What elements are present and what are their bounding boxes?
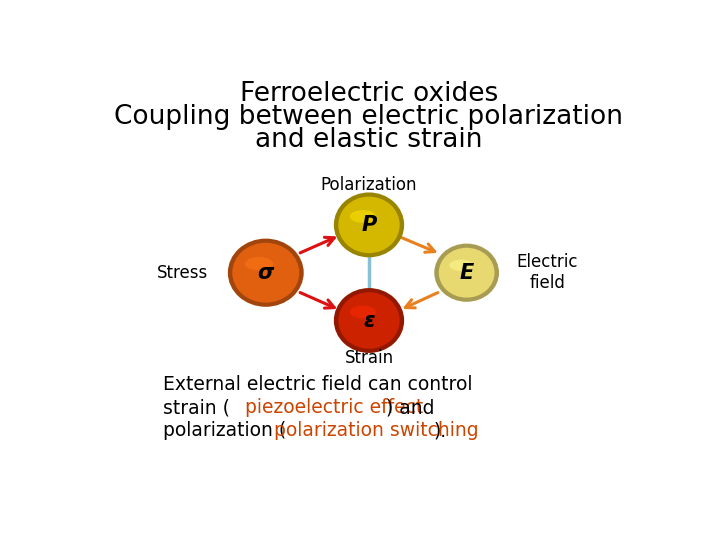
Text: ) and: ) and	[387, 399, 435, 417]
Text: polarization switching: polarization switching	[274, 421, 479, 440]
Ellipse shape	[334, 288, 404, 353]
Text: strain (: strain (	[163, 399, 230, 417]
Text: piezoelectric effect: piezoelectric effect	[245, 399, 423, 417]
Ellipse shape	[228, 239, 304, 307]
Ellipse shape	[449, 260, 473, 271]
Ellipse shape	[350, 306, 376, 319]
Text: Electric
field: Electric field	[517, 253, 578, 292]
Text: σ: σ	[258, 262, 274, 283]
Ellipse shape	[438, 248, 495, 298]
Text: ε: ε	[363, 310, 375, 330]
Text: E: E	[459, 262, 474, 283]
Ellipse shape	[350, 210, 376, 223]
Ellipse shape	[334, 192, 404, 258]
Text: Stress: Stress	[156, 264, 207, 282]
Ellipse shape	[434, 244, 499, 302]
Text: Coupling between electric polarization: Coupling between electric polarization	[114, 104, 624, 130]
Text: Strain: Strain	[344, 349, 394, 367]
Ellipse shape	[338, 292, 400, 349]
Text: ).: ).	[433, 421, 446, 440]
Text: polarization (: polarization (	[163, 421, 286, 440]
Text: Ferroelectric oxides: Ferroelectric oxides	[240, 81, 498, 107]
Ellipse shape	[338, 197, 400, 253]
Text: External electric field can control: External electric field can control	[163, 375, 472, 394]
Ellipse shape	[245, 257, 274, 271]
Text: and elastic strain: and elastic strain	[256, 127, 482, 153]
Text: Polarization: Polarization	[320, 177, 418, 194]
Ellipse shape	[233, 243, 300, 302]
Text: P: P	[361, 215, 377, 235]
